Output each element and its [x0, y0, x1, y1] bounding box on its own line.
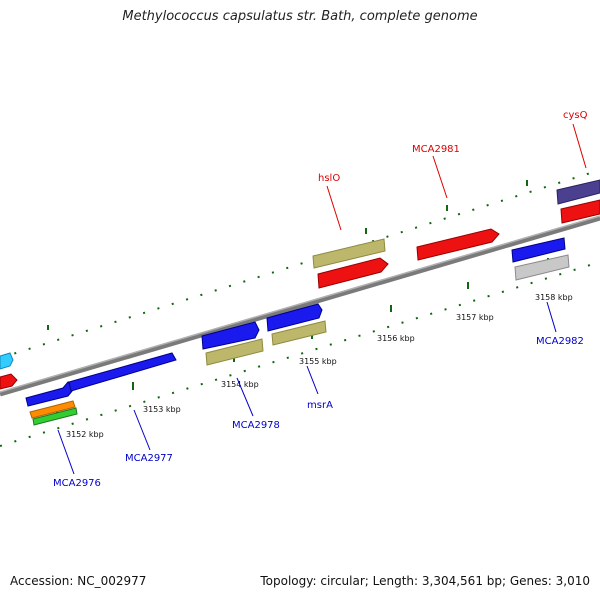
gene-label[interactable]: MCA2978 [232, 420, 280, 431]
tick-label: 3155 kbp [299, 357, 337, 366]
gene-label[interactable]: MCA2976 [53, 478, 101, 489]
tick-label: 3153 kbp [143, 405, 181, 414]
genome-summary-text: Topology: circular; Length: 3,304,561 bp… [260, 574, 590, 588]
tick-label: 3158 kbp [535, 293, 573, 302]
genome-title: Methylococcus capsulatus str. Bath, comp… [122, 9, 478, 24]
gene-arrow-mca2981[interactable] [416, 228, 500, 261]
label-connectors [57, 123, 587, 475]
gene-arrow-mca2976-orange[interactable] [29, 400, 76, 419]
gene-arrow-mca2978[interactable] [201, 321, 260, 350]
gene-arrow-mca2976-green[interactable] [32, 407, 78, 426]
gene-arrow-msra-khaki[interactable] [271, 320, 327, 346]
backbone-highlight [0, 215, 600, 393]
gene-arrow-mca2978-khaki[interactable] [205, 338, 264, 366]
gene-label[interactable]: hslO [318, 173, 340, 184]
gene-label[interactable]: MCA2977 [125, 453, 173, 464]
gene-arrow-hslo[interactable] [312, 238, 386, 269]
gene-arrow-hslo-red[interactable] [317, 257, 389, 289]
gene-arrow-mca2977[interactable] [68, 352, 177, 392]
gene-label[interactable]: cysQ [563, 110, 588, 121]
accession-text: Accession: NC_002977 [10, 574, 147, 588]
tick-label: 3157 kbp [456, 313, 494, 322]
gene-label[interactable]: MCA2982 [536, 336, 584, 347]
genome-backbone [0, 215, 600, 397]
lower-tick-track [0, 261, 600, 447]
gene-arrow-msra[interactable] [266, 303, 323, 332]
gene-arrow-left-red[interactable] [0, 373, 18, 390]
gene-arrow-left-cyan[interactable] [0, 352, 14, 370]
tick-label: 3156 kbp [377, 334, 415, 343]
gene-arrow-cysq-red[interactable] [560, 199, 600, 224]
tick-label: 3152 kbp [66, 430, 104, 439]
gene-label[interactable]: MCA2981 [412, 144, 460, 155]
major-ticks [47, 180, 549, 413]
gene-arrow-mca2982-gray[interactable] [514, 254, 570, 281]
gene-label[interactable]: msrA [307, 400, 333, 411]
gene-arrow-mca2982[interactable] [511, 237, 566, 263]
gene-arrow-cysq-purple[interactable] [556, 179, 600, 205]
